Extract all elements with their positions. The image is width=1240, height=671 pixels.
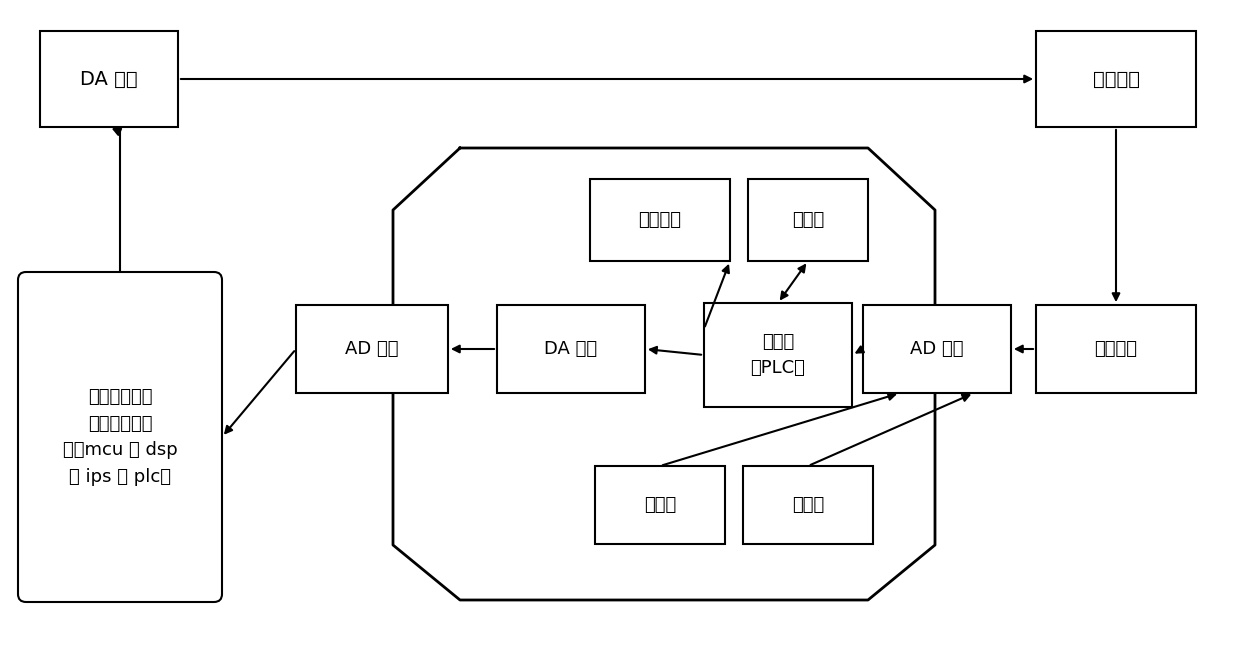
FancyBboxPatch shape (590, 179, 730, 261)
Text: 控制器
（PLC）: 控制器 （PLC） (750, 333, 806, 377)
Text: 执行机构: 执行机构 (1092, 70, 1140, 89)
FancyBboxPatch shape (1035, 31, 1197, 127)
Text: AD 模块: AD 模块 (910, 340, 963, 358)
FancyBboxPatch shape (863, 305, 1011, 393)
FancyBboxPatch shape (704, 303, 852, 407)
FancyBboxPatch shape (296, 305, 448, 393)
Text: 传感器: 传感器 (792, 496, 825, 514)
Text: DA 模块: DA 模块 (81, 70, 138, 89)
FancyBboxPatch shape (497, 305, 645, 393)
Text: 数据采集: 数据采集 (1095, 340, 1137, 358)
FancyBboxPatch shape (595, 466, 725, 544)
FancyBboxPatch shape (1035, 305, 1197, 393)
FancyBboxPatch shape (19, 272, 222, 602)
FancyBboxPatch shape (40, 31, 179, 127)
Text: 判断和控制，
工控机，计算
机（mcu 或 dsp
或 ips 或 plc）: 判断和控制， 工控机，计算 机（mcu 或 dsp 或 ips 或 plc） (63, 389, 177, 486)
FancyBboxPatch shape (748, 179, 868, 261)
Text: 传感器: 传感器 (644, 496, 676, 514)
Text: AD 模块: AD 模块 (345, 340, 399, 358)
Text: 执行单元: 执行单元 (639, 211, 682, 229)
FancyBboxPatch shape (743, 466, 873, 544)
Text: DA 模块: DA 模块 (544, 340, 598, 358)
Text: 工控机: 工控机 (792, 211, 825, 229)
